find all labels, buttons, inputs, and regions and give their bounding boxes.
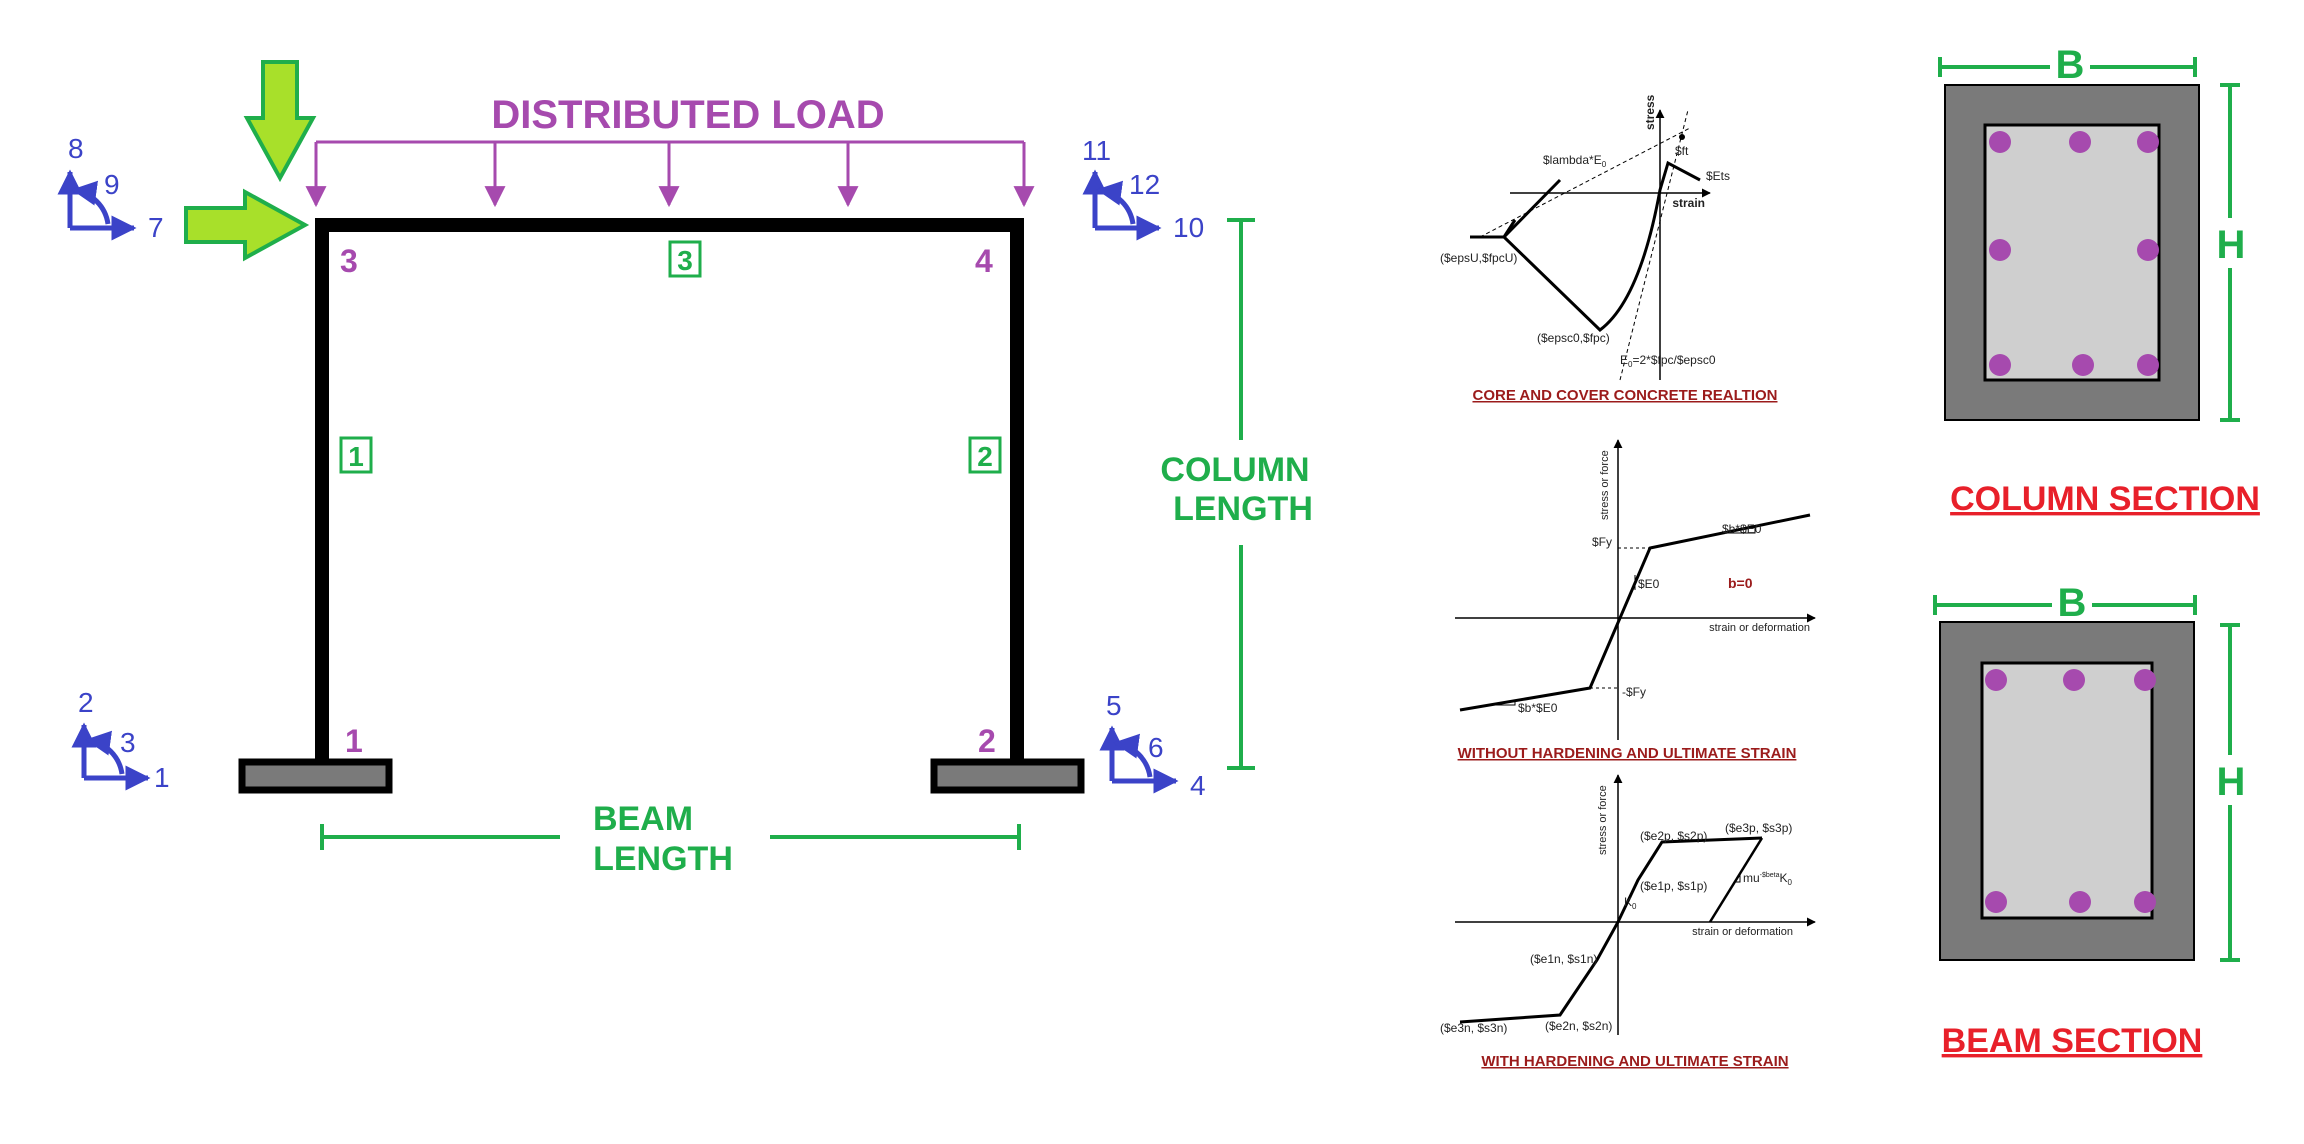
beam-length-dimension <box>320 824 1021 850</box>
dof-label-4: 4 <box>1190 770 1206 801</box>
column-core <box>1983 123 2161 382</box>
concrete-material-diagram: strain stress $lambda*E0 $ft $Ets ($epsU… <box>1440 94 1778 404</box>
steel-h-n2-label: ($e2n, $s2n) <box>1545 1019 1612 1033</box>
steel-hardening-caption: WITH HARDENING AND ULTIMATE STRAIN <box>1481 1053 1788 1070</box>
column-length-label-line2: LENGTH <box>1173 490 1313 528</box>
rebar <box>2137 131 2159 153</box>
frame-members <box>315 218 1024 770</box>
dof-label-8: 8 <box>68 133 84 164</box>
steel-nh-b-bottom-label: $b*$E0 <box>1518 701 1558 715</box>
column-width-label: B <box>2056 43 2085 87</box>
steel-nh-fy-label: $Fy <box>1592 535 1612 549</box>
dof-label-6: 6 <box>1148 732 1164 763</box>
concrete-lambda-label: $lambda*E0 <box>1543 153 1607 169</box>
beam-section: B H BEAM SECTION <box>1933 580 2248 1060</box>
dof-label-2: 2 <box>78 687 94 718</box>
beam-section-title: BEAM SECTION <box>1942 1022 2203 1060</box>
steel-nh-b-top-label: $b*$E0 <box>1722 522 1762 536</box>
steel-h-k0-label: K0 <box>1624 895 1637 911</box>
beam-core <box>1980 661 2154 920</box>
element-label-2-text: 2 <box>977 441 993 472</box>
steel-h-y-axis-label: stress or force <box>1597 785 1609 855</box>
beam-length-label-line1: BEAM <box>593 800 693 838</box>
column-length-label-line1: COLUMN <box>1160 451 1309 489</box>
beam-height-label: H <box>2217 760 2246 804</box>
element-label-3-text: 3 <box>677 245 693 276</box>
column-rebars <box>1989 131 2159 376</box>
rebar <box>2063 669 2085 691</box>
dof-node1: 1 2 3 <box>71 687 170 793</box>
node-label-1: 1 <box>345 723 363 759</box>
steel-nh-x-axis-label: strain or deformation <box>1709 622 1810 634</box>
steel-no-hardening-caption: WITHOUT HARDENING AND ULTIMATE STRAIN <box>1458 745 1797 762</box>
element-label-2: 2 <box>968 436 1002 474</box>
concrete-e0-label: E0=2*$fpc/$epsc0 <box>1620 353 1716 369</box>
concrete-caption: CORE AND COVER CONCRETE REALTION <box>1472 387 1777 404</box>
steel-h-mu-label: mu-$betaK0 <box>1743 871 1793 887</box>
frame-diagram: DISTRIBUTED LOAD 1 2 3 4 1 2 3 <box>57 60 1313 878</box>
column-length-dimension <box>1227 218 1255 770</box>
concrete-ets-label: $Ets <box>1706 169 1730 183</box>
column-height-label: H <box>2217 223 2246 267</box>
rebar <box>2069 131 2091 153</box>
rebar <box>2134 891 2156 913</box>
element-label-1-text: 1 <box>348 441 364 472</box>
rebar <box>2069 891 2091 913</box>
steel-nh-b-eq-label: b=0 <box>1728 575 1753 591</box>
column-section-title: COLUMN SECTION <box>1950 480 2260 518</box>
steel-hardening-diagram: strain or deformation stress or force ($… <box>1440 774 1816 1070</box>
node-label-4: 4 <box>975 243 993 279</box>
dof-label-7: 7 <box>148 212 164 243</box>
column-section: B H COLUMN SECTION <box>1938 42 2260 518</box>
dof-node4: 10 11 12 <box>1082 135 1204 243</box>
rebar <box>2134 669 2156 691</box>
steel-h-p2-label: ($e2p, $s2p) <box>1640 829 1707 843</box>
element-label-1: 1 <box>339 436 373 474</box>
steel-nh-e0-label: $E0 <box>1638 577 1660 591</box>
dof-label-10: 10 <box>1173 212 1204 243</box>
dof-node2: 4 5 6 <box>1099 690 1206 801</box>
concrete-x-axis-label: stress <box>1643 94 1657 130</box>
rebar <box>1989 354 2011 376</box>
element-label-3: 3 <box>668 240 702 278</box>
steel-nh-neg-fy-label: -$Fy <box>1622 685 1646 699</box>
dof-label-3: 3 <box>120 727 136 758</box>
steel-h-x-axis-label: strain or deformation <box>1692 926 1793 938</box>
rebar <box>2137 354 2159 376</box>
dof-label-5: 5 <box>1106 690 1122 721</box>
rebar <box>1985 891 2007 913</box>
dof-label-11: 11 <box>1082 135 1111 166</box>
distributed-load <box>305 140 1035 208</box>
rebar <box>1989 131 2011 153</box>
rebar <box>1985 669 2007 691</box>
steel-h-p1-label: ($e1p, $s1p) <box>1640 879 1707 893</box>
support-left <box>238 758 393 794</box>
horizontal-point-load-arrow <box>184 188 310 262</box>
support-right <box>930 758 1085 794</box>
beam-width-label: B <box>2058 581 2087 625</box>
steel-nh-y-axis-label: stress or force <box>1599 450 1611 520</box>
concrete-epsc0-label: ($epsc0,$fpc) <box>1537 331 1610 345</box>
beam-length-label-line2: LENGTH <box>593 840 733 878</box>
dof-label-9: 9 <box>104 169 120 200</box>
dof-label-12: 12 <box>1129 169 1160 200</box>
concrete-epsu-label: ($epsU,$fpcU) <box>1440 251 1517 265</box>
steel-h-n3-label: ($e3n, $s3n) <box>1440 1021 1507 1035</box>
vertical-point-load-arrow <box>243 60 317 183</box>
node-label-2: 2 <box>978 723 996 759</box>
beam-rebars <box>1985 669 2156 913</box>
rebar <box>2072 354 2094 376</box>
rebar <box>1989 239 2011 261</box>
distributed-load-label: DISTRIBUTED LOAD <box>491 93 884 137</box>
node-label-3: 3 <box>340 243 358 279</box>
rebar <box>2137 239 2159 261</box>
steel-h-n1-label: ($e1n, $s1n) <box>1530 952 1597 966</box>
steel-h-p3-label: ($e3p, $s3p) <box>1725 821 1792 835</box>
concrete-y-axis-label: strain <box>1672 196 1705 210</box>
dof-label-1: 1 <box>154 762 170 793</box>
dof-node3: 7 8 9 <box>57 133 164 243</box>
concrete-ft-label: $ft <box>1675 144 1689 158</box>
steel-no-hardening-diagram: strain or deformation stress or force $F… <box>1455 439 1816 762</box>
